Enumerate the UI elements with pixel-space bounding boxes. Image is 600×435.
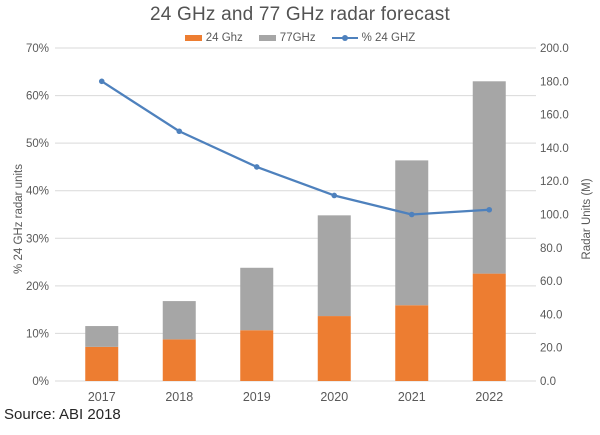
pct-24ghz-marker-2019: [253, 164, 260, 170]
left-axis-tick-label: 30%: [26, 233, 49, 245]
legend-item-pct24ghz: % 24 GHZ: [331, 32, 416, 44]
legend-label-77ghz: 77GHz: [279, 32, 316, 44]
right-axis-tick-label: 0.0: [540, 376, 556, 388]
pct-24ghz-marker-2018: [176, 128, 183, 135]
bar-77ghz-2017: [85, 326, 119, 347]
bar-24ghz-2022: [472, 273, 506, 381]
pct-24ghz-marker-2020: [331, 192, 338, 199]
pct-24ghz-line: [100, 80, 491, 216]
right-axis-tick-label: 40.0: [540, 309, 562, 321]
source-note: Source: ABI 2018: [4, 406, 121, 423]
left-axis-tick-label: 40%: [26, 186, 49, 198]
left-axis-tick-label: 50%: [26, 138, 49, 150]
x-axis-label-2017: 2017: [88, 390, 116, 404]
legend: 24 Ghz 77GHz % 24 GHZ: [0, 30, 600, 46]
legend-swatch-24ghz-icon: [184, 35, 202, 41]
pct-24ghz-marker-2021: [408, 211, 415, 218]
legend-swatch-77ghz-icon: [258, 35, 276, 41]
x-axis-label-2021: 2021: [398, 390, 426, 404]
bar-24ghz-2020: [317, 316, 351, 381]
bar-24ghz-2019: [240, 330, 274, 381]
legend-label-24ghz: 24 Ghz: [205, 32, 243, 44]
bar-77ghz-2018: [162, 301, 196, 340]
right-axis-tick-label: 120.0: [540, 176, 569, 188]
right-axis-tick-label: 20.0: [540, 343, 562, 355]
left-axis-tick-label: 70%: [26, 43, 49, 55]
bar-24ghz-2021: [395, 305, 429, 381]
legend-label-pct24ghz: % 24 GHZ: [361, 32, 416, 44]
pct-24ghz-marker-2017: [98, 78, 105, 85]
legend-item-77ghz: 77GHz: [258, 32, 316, 44]
pct-24ghz-marker-2022: [486, 206, 493, 213]
legend-line-marker-icon: [331, 33, 358, 43]
x-axis-label-2019: 2019: [243, 390, 271, 404]
left-axis-tick-label: 0%: [32, 376, 49, 388]
right-axis-tick-label: 180.0: [540, 76, 569, 88]
bar-77ghz-2021: [395, 160, 429, 306]
legend-item-24ghz: 24 Ghz: [184, 32, 243, 44]
x-axis-label-2018: 2018: [165, 390, 193, 404]
bar-77ghz-2022: [472, 81, 506, 274]
right-axis-tick-label: 140.0: [540, 143, 569, 155]
bar-24ghz-2017: [85, 346, 119, 381]
right-axis-tick-label: 60.0: [540, 276, 562, 288]
x-axis-label-2020: 2020: [320, 390, 348, 404]
chart-title: 24 GHz and 77 GHz radar forecast: [150, 4, 450, 25]
x-axis-label-2022: 2022: [475, 390, 503, 404]
right-axis-tick-label: 160.0: [540, 110, 569, 122]
right-axis-tick-label: 80.0: [540, 243, 562, 255]
bar-77ghz-2019: [240, 267, 274, 331]
right-axis-tick-label: 100.0: [540, 210, 569, 222]
right-axis-tick-label: 200.0: [540, 43, 569, 55]
bar-77ghz-2020: [317, 215, 351, 317]
left-axis-tick-label: 60%: [26, 91, 49, 103]
left-axis-tick-label: 20%: [26, 281, 49, 293]
left-axis-tick-label: 10%: [26, 328, 49, 340]
bar-24ghz-2018: [162, 339, 196, 381]
